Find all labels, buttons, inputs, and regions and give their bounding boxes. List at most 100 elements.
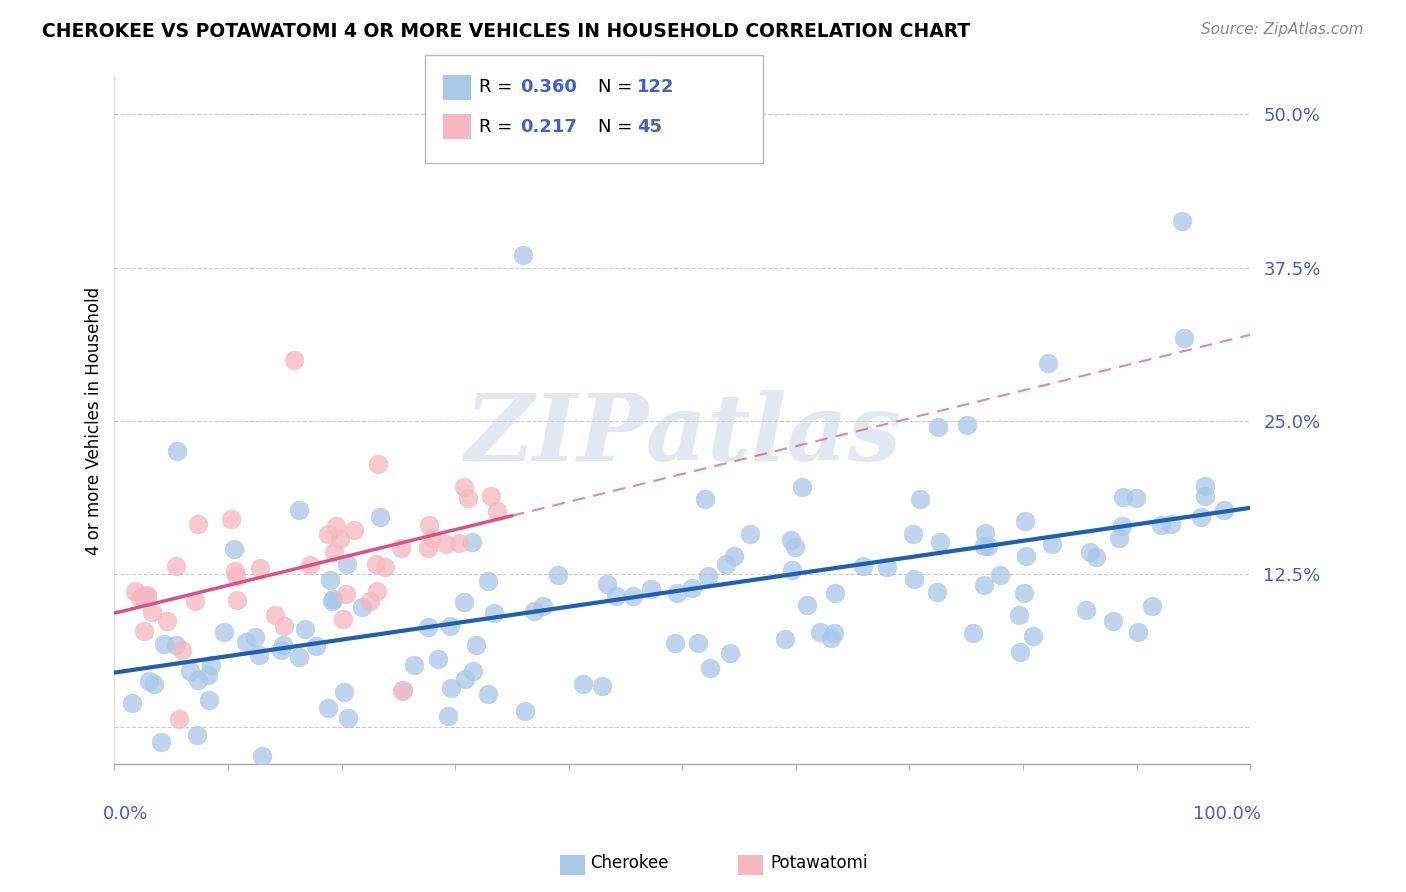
Point	[823, 626, 845, 640]
Point	[740, 526, 762, 541]
Text: Cherokee: Cherokee	[591, 855, 669, 872]
Point	[329, 532, 352, 546]
Point	[187, 673, 209, 688]
Point	[1076, 603, 1098, 617]
Point	[214, 625, 236, 640]
Point	[977, 539, 1000, 553]
Point	[427, 652, 450, 666]
Point	[138, 673, 160, 688]
Point	[392, 682, 415, 697]
Point	[457, 491, 479, 505]
Point	[155, 614, 177, 628]
Point	[477, 574, 499, 588]
Point	[143, 676, 166, 690]
Point	[367, 457, 389, 471]
Point	[479, 489, 502, 503]
Text: CHEROKEE VS POTAWATOMI 4 OR MORE VEHICLES IN HOUSEHOLD CORRELATION CHART: CHEROKEE VS POTAWATOMI 4 OR MORE VEHICLE…	[42, 22, 970, 41]
Point	[219, 511, 242, 525]
Point	[477, 687, 499, 701]
Point	[197, 668, 219, 682]
Point	[337, 711, 360, 725]
Point	[1140, 599, 1163, 613]
Point	[149, 735, 172, 749]
Point	[988, 567, 1011, 582]
Point	[352, 600, 374, 615]
Point	[225, 593, 247, 607]
Point	[482, 606, 505, 620]
Point	[454, 672, 477, 686]
Point	[166, 444, 188, 458]
Point	[852, 559, 875, 574]
Point	[224, 564, 246, 578]
Point	[243, 630, 266, 644]
Point	[135, 589, 157, 603]
Point	[370, 509, 392, 524]
Point	[374, 560, 396, 574]
Point	[440, 681, 463, 696]
Point	[796, 598, 818, 612]
Text: Source: ZipAtlas.com: Source: ZipAtlas.com	[1201, 22, 1364, 37]
Point	[1102, 615, 1125, 629]
Point	[1036, 356, 1059, 370]
Point	[283, 352, 305, 367]
Point	[808, 624, 831, 639]
Point	[1010, 645, 1032, 659]
Point	[1189, 510, 1212, 524]
Point	[688, 635, 710, 649]
Point	[422, 531, 444, 545]
Point	[790, 480, 813, 494]
Point	[1022, 629, 1045, 643]
Point	[780, 563, 803, 577]
Point	[453, 595, 475, 609]
Point	[270, 642, 292, 657]
Point	[186, 728, 208, 742]
Point	[359, 594, 381, 608]
Point	[416, 620, 439, 634]
Point	[974, 525, 997, 540]
Point	[824, 585, 846, 599]
Point	[141, 606, 163, 620]
Point	[322, 545, 344, 559]
Point	[197, 693, 219, 707]
Point	[512, 248, 534, 262]
Point	[316, 700, 339, 714]
Point	[693, 492, 716, 507]
Point	[129, 591, 152, 605]
Text: ZIPatlas: ZIPatlas	[464, 390, 901, 480]
Point	[132, 624, 155, 638]
Point	[901, 527, 924, 541]
Point	[288, 503, 311, 517]
Point	[876, 560, 898, 574]
Text: 45: 45	[637, 118, 662, 136]
Point	[485, 504, 508, 518]
Point	[316, 527, 339, 541]
Point	[723, 549, 745, 563]
Point	[184, 593, 207, 607]
Point	[513, 704, 536, 718]
Point	[699, 660, 721, 674]
Point	[1194, 479, 1216, 493]
Point	[461, 664, 484, 678]
Point	[1040, 536, 1063, 550]
Point	[973, 539, 995, 553]
Point	[522, 604, 544, 618]
Point	[298, 558, 321, 573]
Point	[235, 635, 257, 649]
Point	[1112, 491, 1135, 505]
Point	[447, 536, 470, 550]
Point	[927, 585, 949, 599]
Point	[418, 517, 440, 532]
Point	[343, 523, 366, 537]
Point	[531, 599, 554, 613]
Point	[124, 584, 146, 599]
Point	[439, 619, 461, 633]
Point	[391, 541, 413, 555]
Point	[681, 581, 703, 595]
Point	[665, 585, 688, 599]
Point	[547, 568, 569, 582]
Point	[273, 619, 295, 633]
Point	[714, 557, 737, 571]
Point	[247, 648, 270, 662]
Point	[319, 573, 342, 587]
Point	[1213, 503, 1236, 517]
